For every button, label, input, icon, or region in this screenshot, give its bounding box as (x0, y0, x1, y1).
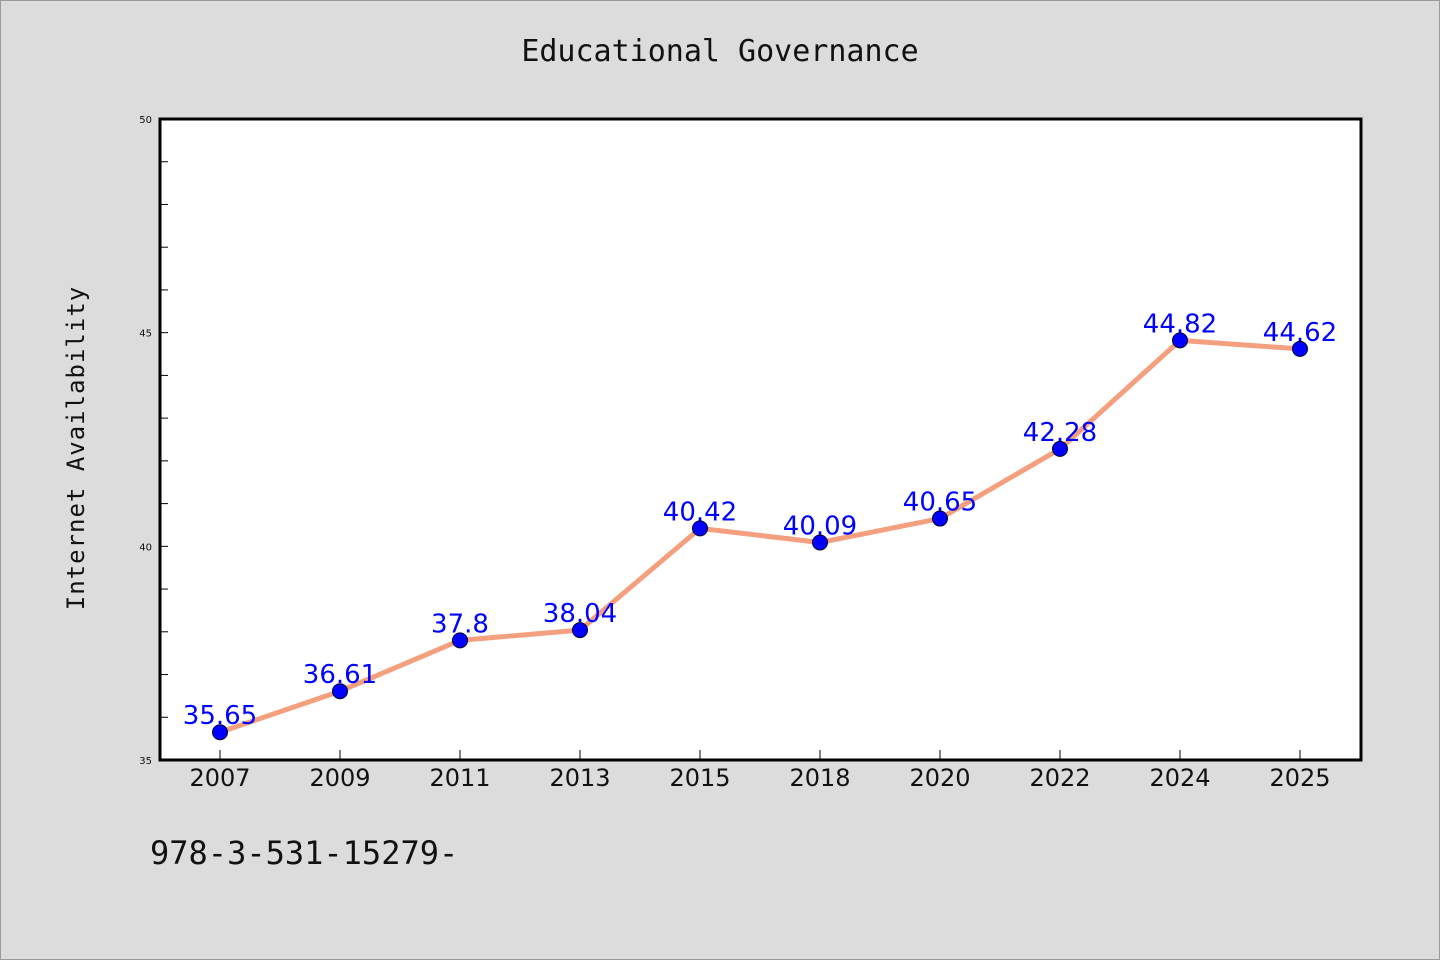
data-label: 44.62 (1263, 318, 1337, 348)
data-label: 36.61 (303, 660, 377, 690)
series-group: 35.65 36.61 37.8 38.04 40.42 40.09 40.65 42.28 4… (183, 309, 1337, 741)
data-point (1292, 340, 1308, 357)
x-tick-label: 2015 (669, 764, 730, 792)
data-point (212, 724, 228, 741)
y-tick-label: 35 (139, 756, 152, 767)
x-tick-label: 2009 (309, 764, 370, 792)
data-point (452, 632, 468, 649)
x-tick-label: 2020 (909, 764, 970, 792)
data-point (1052, 440, 1068, 457)
plot-area (158, 117, 1363, 762)
data-label: 42.28 (1023, 418, 1097, 448)
data-point (1172, 332, 1188, 349)
x-tick-label: 2013 (549, 764, 610, 792)
data-label: 40.42 (663, 497, 737, 527)
data-point (932, 510, 948, 527)
data-point (572, 622, 588, 639)
x-tick-label: 2007 (189, 764, 250, 792)
x-tick-label: 2022 (1029, 764, 1090, 792)
x-tick-label: 2024 (1149, 764, 1210, 792)
data-label: 38.04 (543, 599, 617, 629)
data-point (692, 520, 708, 537)
data-label: 44.82 (1143, 309, 1217, 339)
footer-code: 978-3-531-15279- (150, 834, 459, 872)
data-point (812, 534, 828, 551)
x-tick-label: 2025 (1269, 764, 1330, 792)
x-tick-label: 2011 (429, 764, 490, 792)
x-axis-ticks: 2007 2009 2011 2013 2015 2018 2020 2022 2024 2025 (189, 750, 1331, 792)
y-tick-label: 40 (139, 542, 152, 553)
data-point (332, 683, 348, 700)
data-label: 37.8 (431, 609, 489, 639)
data-label: 40.09 (783, 511, 857, 541)
y-axis-ticks: 35 40 45 50 (139, 115, 168, 767)
x-tick-label: 2018 (789, 764, 850, 792)
chart-title: Educational Governance (521, 34, 919, 69)
y-tick-label: 45 (139, 329, 152, 340)
data-label: 35.65 (183, 701, 257, 731)
y-tick-label: 50 (139, 115, 152, 126)
series-line (217, 337, 1303, 735)
data-label: 40.65 (903, 488, 977, 518)
